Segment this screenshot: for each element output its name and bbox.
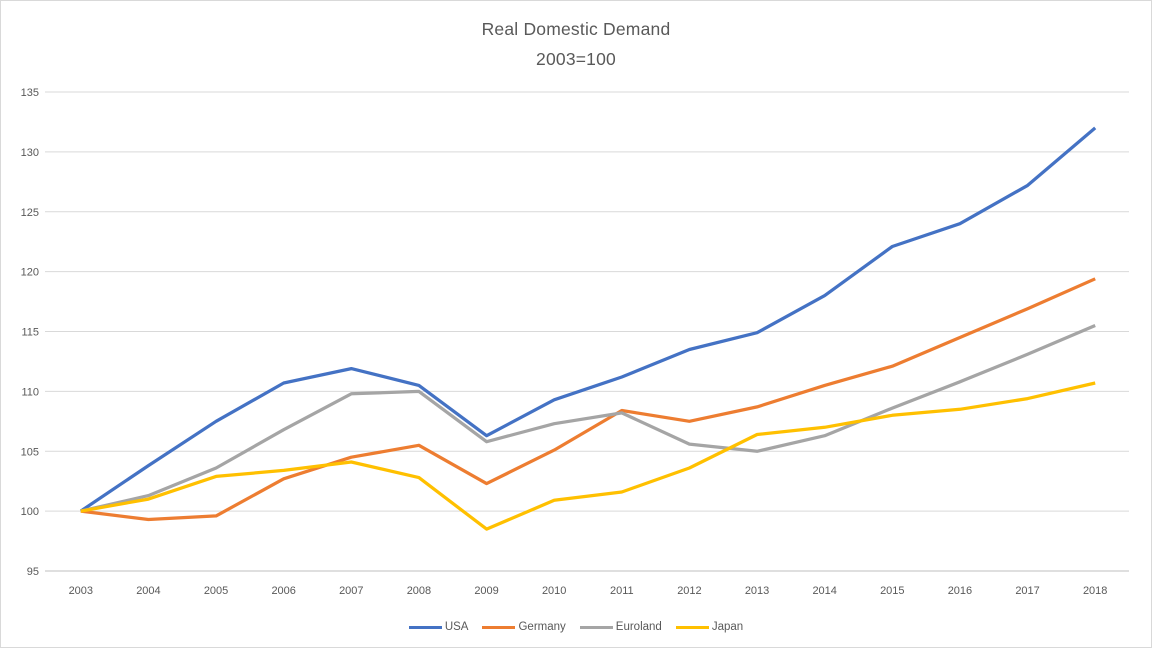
y-axis-tick-label: 115 xyxy=(21,327,39,339)
x-axis-tick-label: 2004 xyxy=(136,585,160,597)
chart-title-line2: 2003=100 xyxy=(536,49,616,69)
legend-line-swatch-germany xyxy=(482,625,516,629)
series-line-usa xyxy=(79,126,1097,513)
legend-label-usa: USA xyxy=(444,621,469,633)
x-axis-tick-label: 2005 xyxy=(204,585,228,597)
x-axis-tick-label: 2012 xyxy=(677,585,701,597)
x-axis-tick-label: 2006 xyxy=(271,585,295,597)
x-axis-tick-label: 2007 xyxy=(339,585,363,597)
legend-item-japan: Japan xyxy=(675,621,744,633)
legend-item-germany: Germany xyxy=(482,621,566,633)
legend-label-germany: Germany xyxy=(518,621,566,633)
series-line-japan xyxy=(80,381,1096,531)
series-line-germany xyxy=(80,277,1096,522)
series-line-euroland xyxy=(80,324,1096,513)
legend-line-swatch-japan xyxy=(675,625,709,629)
y-axis-tick-label: 105 xyxy=(21,446,39,458)
x-axis-tick-label: 2017 xyxy=(1015,585,1039,597)
y-axis-tick-label: 110 xyxy=(21,386,39,398)
x-axis-tick-label: 2008 xyxy=(407,585,431,597)
legend-label-japan: Japan xyxy=(711,621,744,633)
y-axis-tick-label: 135 xyxy=(21,87,39,99)
chart-title: Real Domestic Demand 2003=100 xyxy=(1,14,1151,74)
legend: USA Germany Euroland Japan xyxy=(1,621,1151,633)
legend-label-euroland: Euroland xyxy=(615,621,662,633)
x-axis-tick-label: 2013 xyxy=(745,585,769,597)
x-axis-tick-label: 2015 xyxy=(880,585,904,597)
x-axis-tick-label: 2018 xyxy=(1083,585,1107,597)
x-axis-tick-label: 2011 xyxy=(610,585,634,597)
x-axis-tick-label: 2014 xyxy=(812,585,836,597)
chart-title-line1: Real Domestic Demand xyxy=(481,19,671,39)
x-axis-tick-label: 2016 xyxy=(948,585,972,597)
y-axis-tick-label: 100 xyxy=(21,506,39,518)
y-axis-tick-label: 120 xyxy=(21,267,39,279)
x-axis-tick-label: 2010 xyxy=(542,585,566,597)
x-axis-tick-label: 2003 xyxy=(69,585,93,597)
y-axis-tick-label: 125 xyxy=(21,207,39,219)
legend-line-swatch-usa xyxy=(408,625,442,629)
legend-item-usa: USA xyxy=(408,621,469,633)
y-axis-tick-label: 95 xyxy=(27,566,39,578)
legend-line-swatch-euroland xyxy=(579,625,613,629)
y-axis-tick-label: 130 xyxy=(21,147,39,159)
legend-item-euroland: Euroland xyxy=(579,621,662,633)
x-axis-tick-label: 2009 xyxy=(474,585,498,597)
